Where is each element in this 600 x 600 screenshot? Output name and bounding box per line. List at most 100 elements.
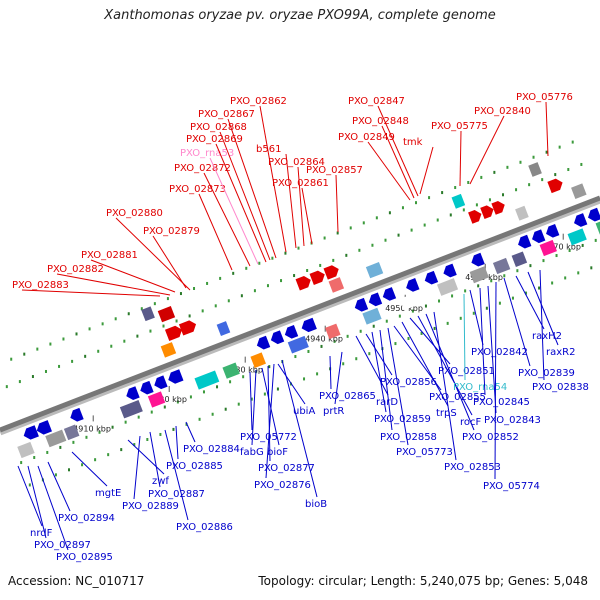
guide-dot [84,354,87,358]
feature-block [216,321,231,336]
guide-dot [333,339,336,343]
reverse-gene-shape [382,287,397,301]
leader-line [249,371,253,431]
leader-line [227,118,277,259]
feature-block-shape [399,293,418,311]
guide-dot [28,483,31,487]
gene-label-top: PXO_02879 [143,226,200,237]
feature-block [362,307,382,325]
feature-block-shape [119,400,143,419]
reverse-gene [573,213,588,227]
guide-dot [541,178,544,182]
feature-block-shape [222,362,240,379]
guide-dot [498,301,501,305]
gene-label-top: PXO_02872 [174,163,231,174]
feature-block [63,424,80,441]
leader-line [209,157,259,265]
feature-block [492,257,511,275]
leader-line [494,281,497,480]
guide-dot [532,155,535,159]
leader-line [479,287,486,396]
gene-label-top: PXO_05776 [516,92,573,103]
reverse-gene-shape [573,213,588,227]
gene-label-bottom: nrdF [30,528,53,539]
reverse-gene [301,317,317,333]
guide-dot [276,387,279,391]
gene-label-bottom: PXO_02877 [258,463,315,474]
guide-dot [502,193,505,197]
gene-label-top: PXO_02880 [106,208,163,219]
guide-dot [159,432,162,436]
gene-label-top: PXO_02857 [306,165,363,176]
feature-block-shape [160,342,177,358]
forward-gene-shape [295,276,311,291]
guide-dot [297,246,300,250]
gene-label-bottom: PXO_02886 [176,522,233,533]
feature-block-shape [63,424,80,441]
reverse-gene [256,335,271,350]
guide-dot [189,395,192,399]
guide-dot [538,286,541,290]
guide-dot [433,326,436,330]
guide-dot [202,390,205,394]
gene-label-top: PXO_02867 [198,109,255,120]
guide-dot [176,400,179,404]
guide-dot [423,223,426,227]
guide-dot [62,337,65,341]
guide-dot [362,221,365,225]
feature-block-shape [539,239,557,257]
feature-block [595,218,600,235]
leader-line [539,269,545,381]
gene-label-top: PXO_02848 [352,116,409,127]
leader-line [71,451,108,487]
guide-dot [493,170,496,174]
leader-line [133,435,141,500]
leader-line [27,465,47,539]
reverse-gene [126,386,140,400]
feature-block-shape [45,429,67,448]
reverse-gene [23,425,39,440]
gene-label-top: b561 [256,144,281,155]
guide-dot [415,201,418,205]
guide-dot [551,281,554,285]
gene-label-bottom: PXO_02838 [532,382,589,393]
reverse-gene [532,229,546,244]
guide-dot [394,342,397,346]
guide-dot [219,276,222,280]
feature-block-shape [362,307,382,325]
leader-line [381,125,415,199]
gene-label-bottom: PXO_02853 [444,462,501,473]
leader-line [149,431,161,488]
guide-dot [590,266,593,270]
feature-block [325,323,341,340]
guide-dot [332,258,335,262]
gene-label-bottom: PXO_02856 [380,377,437,388]
leader-line [37,465,69,551]
leader-line [371,331,387,413]
guide-dot [137,415,140,419]
guide-dot [20,461,23,465]
guide-dot [124,420,127,424]
leader-line [329,355,332,390]
guide-dot [567,168,570,172]
feature-block-shape [595,218,600,235]
leader-line [334,351,343,405]
guide-dot [372,324,375,328]
guide-dot [420,331,423,335]
guide-dot [451,294,454,298]
gene-label-top: PXO_02847 [348,96,405,107]
guide-dot [459,316,462,320]
guide-dot [206,281,209,285]
feature-block-shape [436,278,459,296]
gene-label-bottom: trpS [436,408,457,419]
leader-line [21,289,161,297]
guide-dot [71,359,74,363]
feature-block [515,205,529,221]
guide-dot [258,261,261,265]
guide-dot [172,427,175,431]
guide-dot [127,312,130,316]
leader-line [185,421,196,443]
reverse-gene [424,270,439,285]
feature-block-shape [365,262,384,279]
guide-dot [107,453,110,457]
